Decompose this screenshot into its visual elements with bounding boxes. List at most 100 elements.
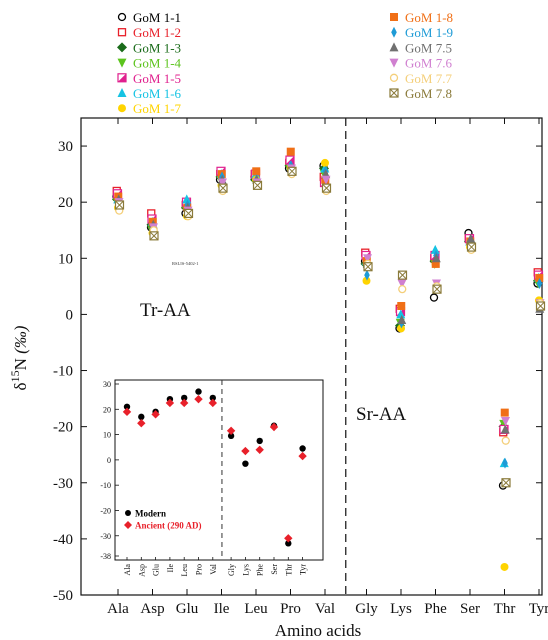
main-chart: 30 20 10 0 -10 -20 -30 -40 -50 Ala Asp Glu Ile Leu Pr… <box>8 117 548 640</box>
inset-point-ancient-290-ad-thr <box>284 534 293 543</box>
region-label-sr-aa: Sr-AA <box>356 404 407 425</box>
legend-label-gom-1-7: GoM 1-7 <box>133 101 182 116</box>
inset-x-tick-label-phe: Phe <box>256 564 265 576</box>
point-gom-7-8-gly <box>363 262 373 272</box>
legend-marker-gom-1-5 <box>117 73 127 83</box>
point-gom-7-8-glu <box>183 208 194 218</box>
legend-item-gom-1-2: GoM 1-2 <box>117 25 181 40</box>
x-tick-label-phe: Phe <box>424 601 447 617</box>
x-tick-label-tyr: Tyr <box>529 601 548 617</box>
x-tick-label-pro: Pro <box>280 601 301 617</box>
inset-legend: Modern Ancient (290 AD) <box>124 509 202 531</box>
legend-label-gom-1-4: GoM 1-4 <box>133 56 182 71</box>
y-axis-title: δ15N (‰) <box>8 325 30 390</box>
legend-label-gom-1-6: GoM 1-6 <box>133 86 182 101</box>
point-gom-7-6-lys <box>397 279 407 289</box>
legend-item-gom-1-4: GoM 1-4 <box>117 56 182 71</box>
point-gom-1-8-lys <box>397 301 406 310</box>
inset-legend-marker-modern <box>125 510 131 516</box>
inset-y-tick-label-20: 20 <box>103 405 111 414</box>
point-gom-7-8-ala <box>114 200 125 210</box>
legend-marker-gom-1-4 <box>117 58 127 68</box>
x-tick-label-gly: Gly <box>355 601 378 617</box>
inset-y-tick-label-0: 0 <box>107 456 111 465</box>
inset-legend-item-modern: Modern <box>125 509 166 519</box>
inset-data-points <box>122 388 307 547</box>
inset-point-ancient-290-ad-ala <box>122 407 132 417</box>
legend-marker-gom-1-7 <box>118 104 126 113</box>
point-gom-7-8-ser <box>466 242 477 252</box>
point-gom-1-8-tyr <box>535 273 544 282</box>
point-gom-7-6-gly <box>363 254 372 264</box>
inset-point-modern-asp <box>138 413 145 421</box>
point-gom-7-6-val <box>321 175 331 185</box>
y-tick-label-40: -40 <box>53 532 73 548</box>
inset-point-ancient-290-ad-glu <box>151 410 160 419</box>
y-tick-label-30: -30 <box>53 476 73 492</box>
legend-item-gom-1-8: GoM 1-8 <box>390 10 453 25</box>
inset-x-tick-label-ala: Ala <box>123 564 132 576</box>
inset-point-ancient-290-ad-ser <box>269 422 279 432</box>
point-gom-7-8-tyr <box>535 301 546 311</box>
point-gom-1-8-leu <box>252 167 261 176</box>
inset-point-ancient-290-ad-ile <box>165 398 175 408</box>
legend-item-gom-1-7: GoM 1-7 <box>118 101 182 116</box>
inset-x-tick-label-tyr: Tyr <box>299 564 308 575</box>
point-gom-7-6-thr <box>501 417 510 427</box>
point-gom-1-7-val <box>321 158 329 167</box>
inset-point-ancient-290-ad-tyr <box>298 451 307 461</box>
point-gom-1-9-gly <box>364 269 370 281</box>
x-axis-title: Amino acids <box>275 621 361 640</box>
legend-item-gom-1-5: GoM 1-5 <box>117 71 181 86</box>
point-gom-1-7-gly <box>362 276 371 285</box>
point-gom-1-6-lys <box>396 309 406 319</box>
y-tick-label-10: 10 <box>58 251 73 267</box>
legend-marker-gom-1-2 <box>117 28 127 37</box>
legend-label-gom-1-3: GoM 1-3 <box>133 40 181 55</box>
y-ticks: 30 20 10 0 -10 -20 -30 -40 -50 <box>53 139 542 604</box>
inset-point-modern-leu <box>181 394 188 402</box>
point-gom-1-7-lys <box>397 324 405 333</box>
point-gom-1-8-pro <box>286 147 295 156</box>
inset-x-tick-label-leu: Leu <box>180 564 189 576</box>
point-gom-1-8-phe <box>431 259 440 268</box>
point-gom-7-8-phe <box>432 284 442 294</box>
legend-marker-gom-1-9 <box>391 26 397 38</box>
point-gom-7-8-ile <box>218 183 228 193</box>
inset-x-tick-label-val: Val <box>209 563 218 574</box>
point-gom-1-9-thr <box>502 457 508 469</box>
inset-point-ancient-290-ad-gly <box>226 426 236 435</box>
inset-point-ancient-290-ad-pro <box>194 394 203 404</box>
legend-item-gom-1-3: GoM 1-3 <box>117 40 181 55</box>
point-gom-7-5-thr <box>500 424 510 434</box>
point-gom-7-5-phe <box>431 253 441 263</box>
legend-label-gom-1-8: GoM 1-8 <box>405 10 453 25</box>
y-tick-label-0: 0 <box>66 307 74 323</box>
inset-x-ticks: Ala Asp Glu Ile Leu Pro Val Gly Lys Phe Ser Thr Tyr <box>123 557 308 577</box>
point-gom-7-7-thr <box>501 436 510 445</box>
legend-label-gom-7-6: GoM 7.6 <box>405 56 452 71</box>
inset-point-ancient-290-ad-leu <box>180 398 189 408</box>
inset-point-modern-val <box>209 394 216 402</box>
y-axis-title-unit: (‰) <box>11 325 30 354</box>
data-points <box>112 147 546 571</box>
point-gom-1-6-glu <box>182 194 192 204</box>
y-axis-title-element: N <box>11 354 30 371</box>
inset-y-tick-label-30: 30 <box>103 380 111 389</box>
inset-point-modern-ala <box>123 403 131 410</box>
y-axis-title-delta: δ <box>11 382 30 390</box>
x-tick-label-lys: Lys <box>390 601 412 617</box>
legend-label-gom-7-8: GoM 7.8 <box>405 86 452 101</box>
inset-point-ancient-290-ad-lys <box>241 446 250 456</box>
x-tick-label-ser: Ser <box>460 601 480 617</box>
legend-item-gom-7-8: GoM 7.8 <box>389 86 452 101</box>
point-gom-1-1-phe <box>429 293 439 302</box>
point-gom-1-6-phe <box>430 244 440 254</box>
legend-marker-gom-1-3 <box>117 42 127 53</box>
inset-point-ancient-290-ad-asp <box>137 419 146 428</box>
legend-marker-gom-7-6 <box>389 58 399 68</box>
inset-x-tick-label-ile: Ile <box>166 564 175 573</box>
legend-label-gom-1-2: GoM 1-2 <box>133 25 181 40</box>
